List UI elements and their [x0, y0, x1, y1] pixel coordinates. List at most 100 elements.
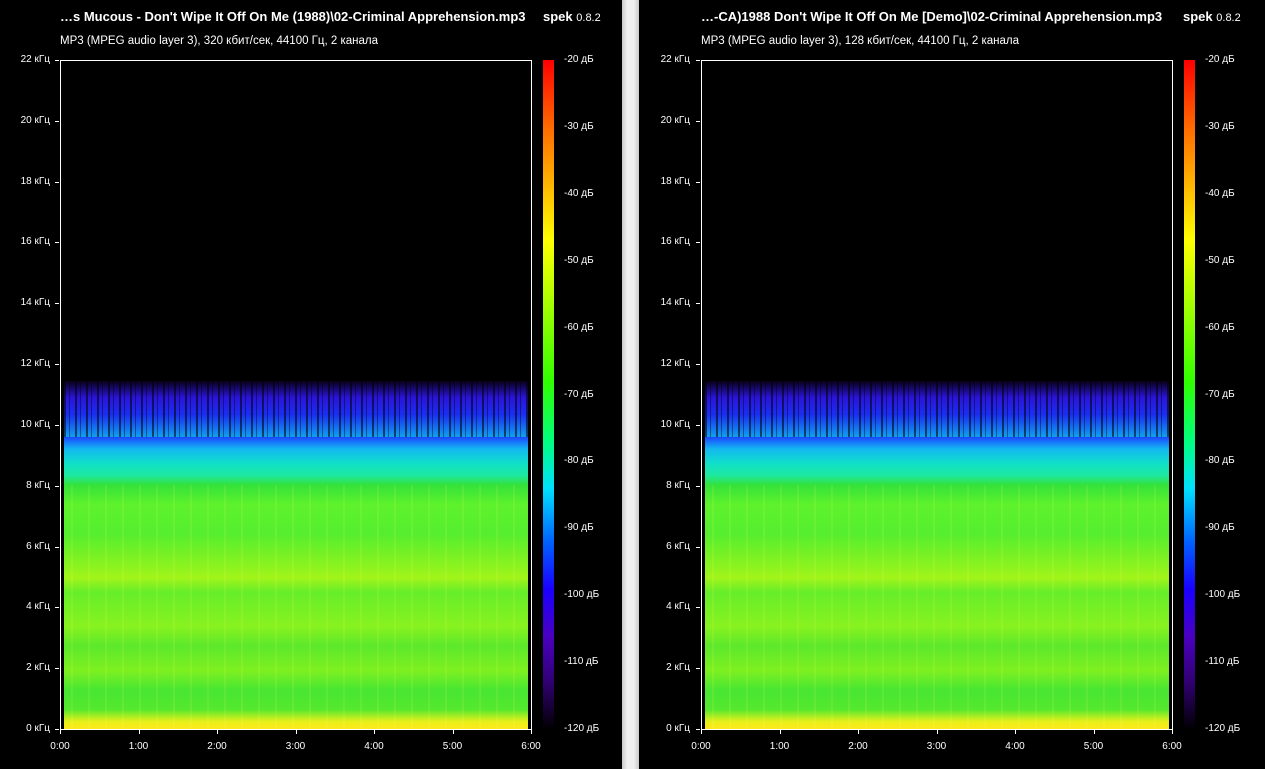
freq-tick-label: 18 кГц [20, 175, 50, 187]
time-tick-mark [701, 730, 702, 734]
app-name: spek [543, 9, 573, 24]
freq-tick-mark [55, 424, 59, 426]
db-scale-label: -50 дБ [564, 254, 594, 266]
db-scale-label: -110 дБ [564, 656, 599, 668]
freq-tick-mark [696, 120, 700, 122]
time-tick-label: 0:00 [50, 741, 70, 752]
spectrogram-high-band [705, 381, 1169, 437]
spectrogram-low-band [64, 485, 528, 729]
time-tick-label: 2:00 [207, 741, 227, 752]
time-tick-label: 6:00 [1162, 741, 1182, 752]
freq-tick-mark [55, 668, 59, 670]
db-scale-label: -60 дБ [564, 321, 594, 333]
freq-tick-mark [696, 668, 700, 670]
time-tick-label: 4:00 [364, 741, 384, 752]
freq-tick-label: 14 кГц [660, 297, 690, 309]
app-version: 0.8.2 [1216, 12, 1241, 24]
time-tick-label: 5:00 [442, 741, 463, 752]
time-tick-label: 1:00 [769, 741, 790, 752]
time-tick-label: 6:00 [521, 741, 541, 752]
freq-tick-label: 8 кГц [666, 479, 690, 491]
freq-tick-mark [696, 303, 700, 305]
freq-tick-mark [55, 181, 59, 183]
db-scale-label: -60 дБ [1205, 321, 1235, 333]
freq-tick-mark [696, 546, 700, 548]
spectrogram-panel-right: …-CA)1988 Don't Wipe It Off On Me [Demo]… [639, 0, 1265, 769]
app-version: 0.8.2 [576, 12, 601, 24]
freq-tick-label: 22 кГц [20, 54, 50, 65]
app-name: spek [1183, 9, 1213, 24]
freq-tick-label: 0 кГц [666, 723, 690, 734]
freq-tick-label: 0 кГц [26, 723, 50, 734]
freq-tick-mark [55, 546, 59, 548]
db-scale-label: -20 дБ [564, 54, 594, 65]
db-scale-label: -70 дБ [564, 388, 594, 400]
db-scale-label: -40 дБ [564, 187, 594, 199]
file-title: …s Mucous - Don't Wipe It Off On Me (198… [60, 9, 526, 24]
freq-tick-mark [696, 60, 700, 61]
freq-tick-mark [55, 60, 59, 61]
db-scale-label: -20 дБ [1205, 54, 1235, 65]
freq-tick-mark [696, 424, 700, 426]
time-tick-mark [1015, 730, 1016, 734]
freq-tick-mark [55, 120, 59, 122]
db-scale-label: -90 дБ [564, 522, 594, 534]
db-scale-label: -80 дБ [564, 455, 594, 467]
freq-tick-label: 2 кГц [666, 662, 690, 674]
freq-tick-mark [696, 607, 700, 609]
freq-tick-label: 20 кГц [20, 114, 50, 126]
time-tick-mark [452, 730, 454, 734]
time-tick-mark [60, 730, 61, 734]
file-title: …-CA)1988 Don't Wipe It Off On Me [Demo]… [701, 9, 1163, 24]
spectrogram-mid-band [705, 437, 1169, 485]
db-scale-label: -30 дБ [1205, 120, 1235, 132]
db-scale-label: -110 дБ [1205, 656, 1240, 668]
app-brand: spek 0.8.2 [1183, 9, 1241, 24]
db-scale-label: -50 дБ [1205, 254, 1235, 266]
time-tick-mark [858, 730, 859, 734]
freq-tick-mark [55, 607, 59, 609]
time-tick-mark [138, 730, 140, 734]
time-tick-label: 1:00 [128, 741, 149, 752]
freq-tick-label: 4 кГц [26, 601, 50, 613]
freq-tick-label: 16 кГц [660, 236, 690, 248]
freq-tick-label: 14 кГц [20, 297, 50, 309]
freq-tick-label: 10 кГц [660, 418, 690, 430]
time-tick-label: 5:00 [1083, 741, 1104, 752]
freq-tick-mark [55, 242, 59, 244]
spectrogram-low-band [705, 485, 1169, 729]
time-tick-mark [374, 730, 375, 734]
file-info: MP3 (MPEG audio layer 3), 128 кбит/сек, … [701, 35, 1020, 47]
freq-tick-label: 12 кГц [660, 358, 690, 370]
time-tick-label: 3:00 [926, 741, 947, 752]
time-tick-mark [1172, 730, 1173, 734]
db-scale-label: -30 дБ [564, 120, 594, 132]
freq-tick-mark [55, 485, 59, 487]
db-scale-label: -100 дБ [1205, 589, 1241, 601]
time-tick-label: 0:00 [691, 741, 711, 752]
time-tick-mark [936, 730, 938, 734]
freq-tick-label: 8 кГц [26, 479, 50, 491]
db-scale-label: -40 дБ [1205, 187, 1235, 199]
db-scale-label: -100 дБ [564, 589, 600, 601]
app-brand: spek 0.8.2 [543, 9, 601, 24]
freq-tick-label: 6 кГц [26, 540, 50, 552]
freq-tick-label: 2 кГц [26, 662, 50, 674]
freq-tick-label: 4 кГц [666, 601, 690, 613]
db-color-scale [1184, 60, 1195, 730]
time-tick-mark [779, 730, 781, 734]
db-color-scale [543, 60, 554, 730]
freq-tick-mark [696, 729, 700, 730]
time-tick-mark [217, 730, 218, 734]
freq-tick-mark [55, 303, 59, 305]
db-scale-label: -80 дБ [1205, 455, 1235, 467]
freq-tick-mark [696, 181, 700, 183]
spectrogram-panel-left: …s Mucous - Don't Wipe It Off On Me (198… [0, 0, 622, 769]
panel-divider[interactable] [622, 0, 639, 769]
time-tick-mark [531, 730, 532, 734]
spectrogram-high-band [64, 381, 528, 437]
time-tick-label: 3:00 [285, 741, 306, 752]
db-scale-label: -120 дБ [1205, 723, 1241, 734]
db-scale-label: -70 дБ [1205, 388, 1235, 400]
db-scale-label: -90 дБ [1205, 522, 1235, 534]
